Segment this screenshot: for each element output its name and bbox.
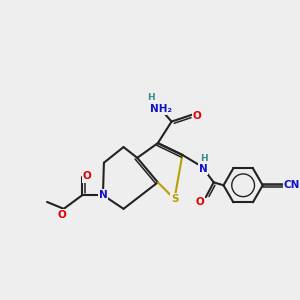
Text: H: H: [147, 93, 155, 102]
Text: H: H: [200, 154, 208, 163]
Text: O: O: [57, 210, 66, 220]
Text: CN: CN: [284, 180, 300, 190]
Text: NH₂: NH₂: [150, 104, 172, 114]
Text: N: N: [99, 190, 107, 200]
Text: S: S: [171, 194, 178, 204]
Text: O: O: [83, 172, 92, 182]
Text: N: N: [199, 164, 207, 174]
Text: O: O: [196, 197, 204, 207]
Text: O: O: [193, 111, 201, 121]
